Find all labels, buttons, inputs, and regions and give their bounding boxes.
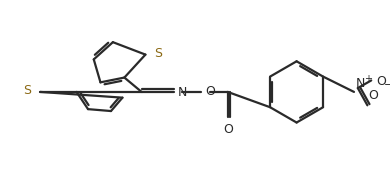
Text: S: S [23,84,32,97]
Text: S: S [154,47,162,60]
Text: O: O [206,86,216,98]
Text: O: O [376,75,386,88]
Text: +: + [363,74,372,84]
Text: −: − [384,80,390,90]
Text: N: N [178,86,187,99]
Text: O: O [223,123,233,136]
Text: N: N [356,77,365,90]
Text: O: O [368,89,378,102]
